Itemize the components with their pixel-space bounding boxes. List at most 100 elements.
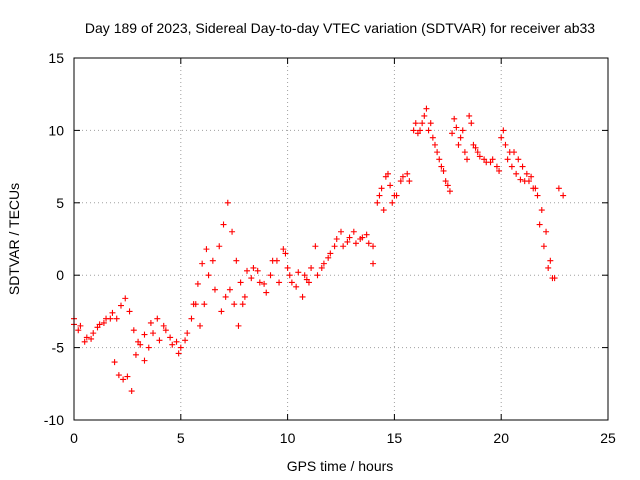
data-point [130, 327, 137, 334]
data-point [263, 289, 270, 296]
x-tick-label: 0 [70, 430, 78, 446]
data-point [530, 185, 537, 192]
data-point [226, 286, 233, 293]
data-point [299, 293, 306, 300]
data-point [145, 344, 152, 351]
data-point [124, 373, 131, 380]
data-point [156, 337, 163, 344]
data-point [517, 176, 524, 183]
data-point [147, 319, 154, 326]
data-point [237, 279, 244, 286]
data-point [211, 286, 218, 293]
x-tick-label: 25 [600, 430, 616, 446]
data-point [154, 315, 161, 322]
data-point [457, 134, 464, 141]
data-point [327, 250, 334, 257]
data-point [261, 280, 268, 287]
data-point [543, 228, 550, 235]
data-point [434, 149, 441, 156]
data-point [75, 327, 82, 334]
data-point [269, 257, 276, 264]
data-point [250, 264, 257, 271]
data-point [218, 308, 225, 315]
data-point [233, 257, 240, 264]
data-point [88, 335, 95, 342]
data-point [453, 124, 460, 131]
data-point [248, 275, 255, 282]
data-point [538, 207, 545, 214]
data-point [536, 221, 543, 228]
data-point [440, 167, 447, 174]
data-point [288, 279, 295, 286]
data-point [483, 159, 490, 166]
data-point [451, 115, 458, 122]
y-tick-label: -5 [52, 340, 65, 356]
data-point [194, 280, 201, 287]
data-point [525, 178, 532, 185]
data-point [560, 192, 567, 199]
data-point [442, 178, 449, 185]
data-point [90, 330, 97, 337]
data-point [188, 315, 195, 322]
data-point [303, 276, 310, 283]
data-point [107, 315, 114, 322]
data-point [162, 327, 169, 334]
data-point [444, 182, 451, 189]
data-point [466, 112, 473, 119]
y-axis-label: SDTVAR / TECUs [6, 183, 22, 295]
x-tick-labels: 0 5 10 15 20 25 [70, 430, 616, 446]
data-point [280, 246, 287, 253]
data-point [476, 153, 483, 160]
data-point [436, 156, 443, 163]
data-point [350, 228, 357, 235]
data-point [523, 170, 530, 177]
data-point [427, 120, 434, 127]
data-point [128, 388, 135, 395]
data-point [459, 127, 466, 134]
data-point [182, 337, 189, 344]
data-point [122, 295, 129, 302]
data-point [109, 309, 116, 316]
data-point [132, 351, 139, 358]
data-point [175, 350, 182, 357]
x-tick-label: 20 [493, 430, 509, 446]
data-point [117, 302, 124, 309]
data-point [508, 163, 515, 170]
data-point [474, 149, 481, 156]
data-point [515, 156, 522, 163]
data-point [346, 234, 353, 241]
data-point [325, 254, 332, 261]
data-point [167, 334, 174, 341]
data-point [239, 301, 246, 308]
data-point [209, 257, 216, 264]
data-point [267, 272, 274, 279]
data-point [312, 243, 319, 250]
data-point [359, 234, 366, 241]
y-tick-label: 15 [48, 50, 64, 66]
data-point [94, 324, 101, 331]
data-points [71, 105, 567, 395]
data-point [551, 275, 558, 282]
data-point [387, 182, 394, 189]
data-point [472, 144, 479, 151]
data-point [199, 260, 206, 267]
data-point [201, 301, 208, 308]
data-point [421, 112, 428, 119]
data-point [380, 207, 387, 214]
data-point [504, 156, 511, 163]
data-point [513, 170, 520, 177]
data-point [160, 322, 167, 329]
data-point [293, 283, 300, 290]
data-point [363, 231, 370, 238]
data-point [446, 188, 453, 195]
y-tick-label: 0 [56, 267, 64, 283]
data-point [100, 319, 107, 326]
x-tick-label: 10 [280, 430, 296, 446]
data-point [150, 330, 157, 337]
data-point [376, 192, 383, 199]
data-point [423, 105, 430, 112]
data-point [256, 279, 263, 286]
data-point [500, 127, 507, 134]
data-point [113, 315, 120, 322]
